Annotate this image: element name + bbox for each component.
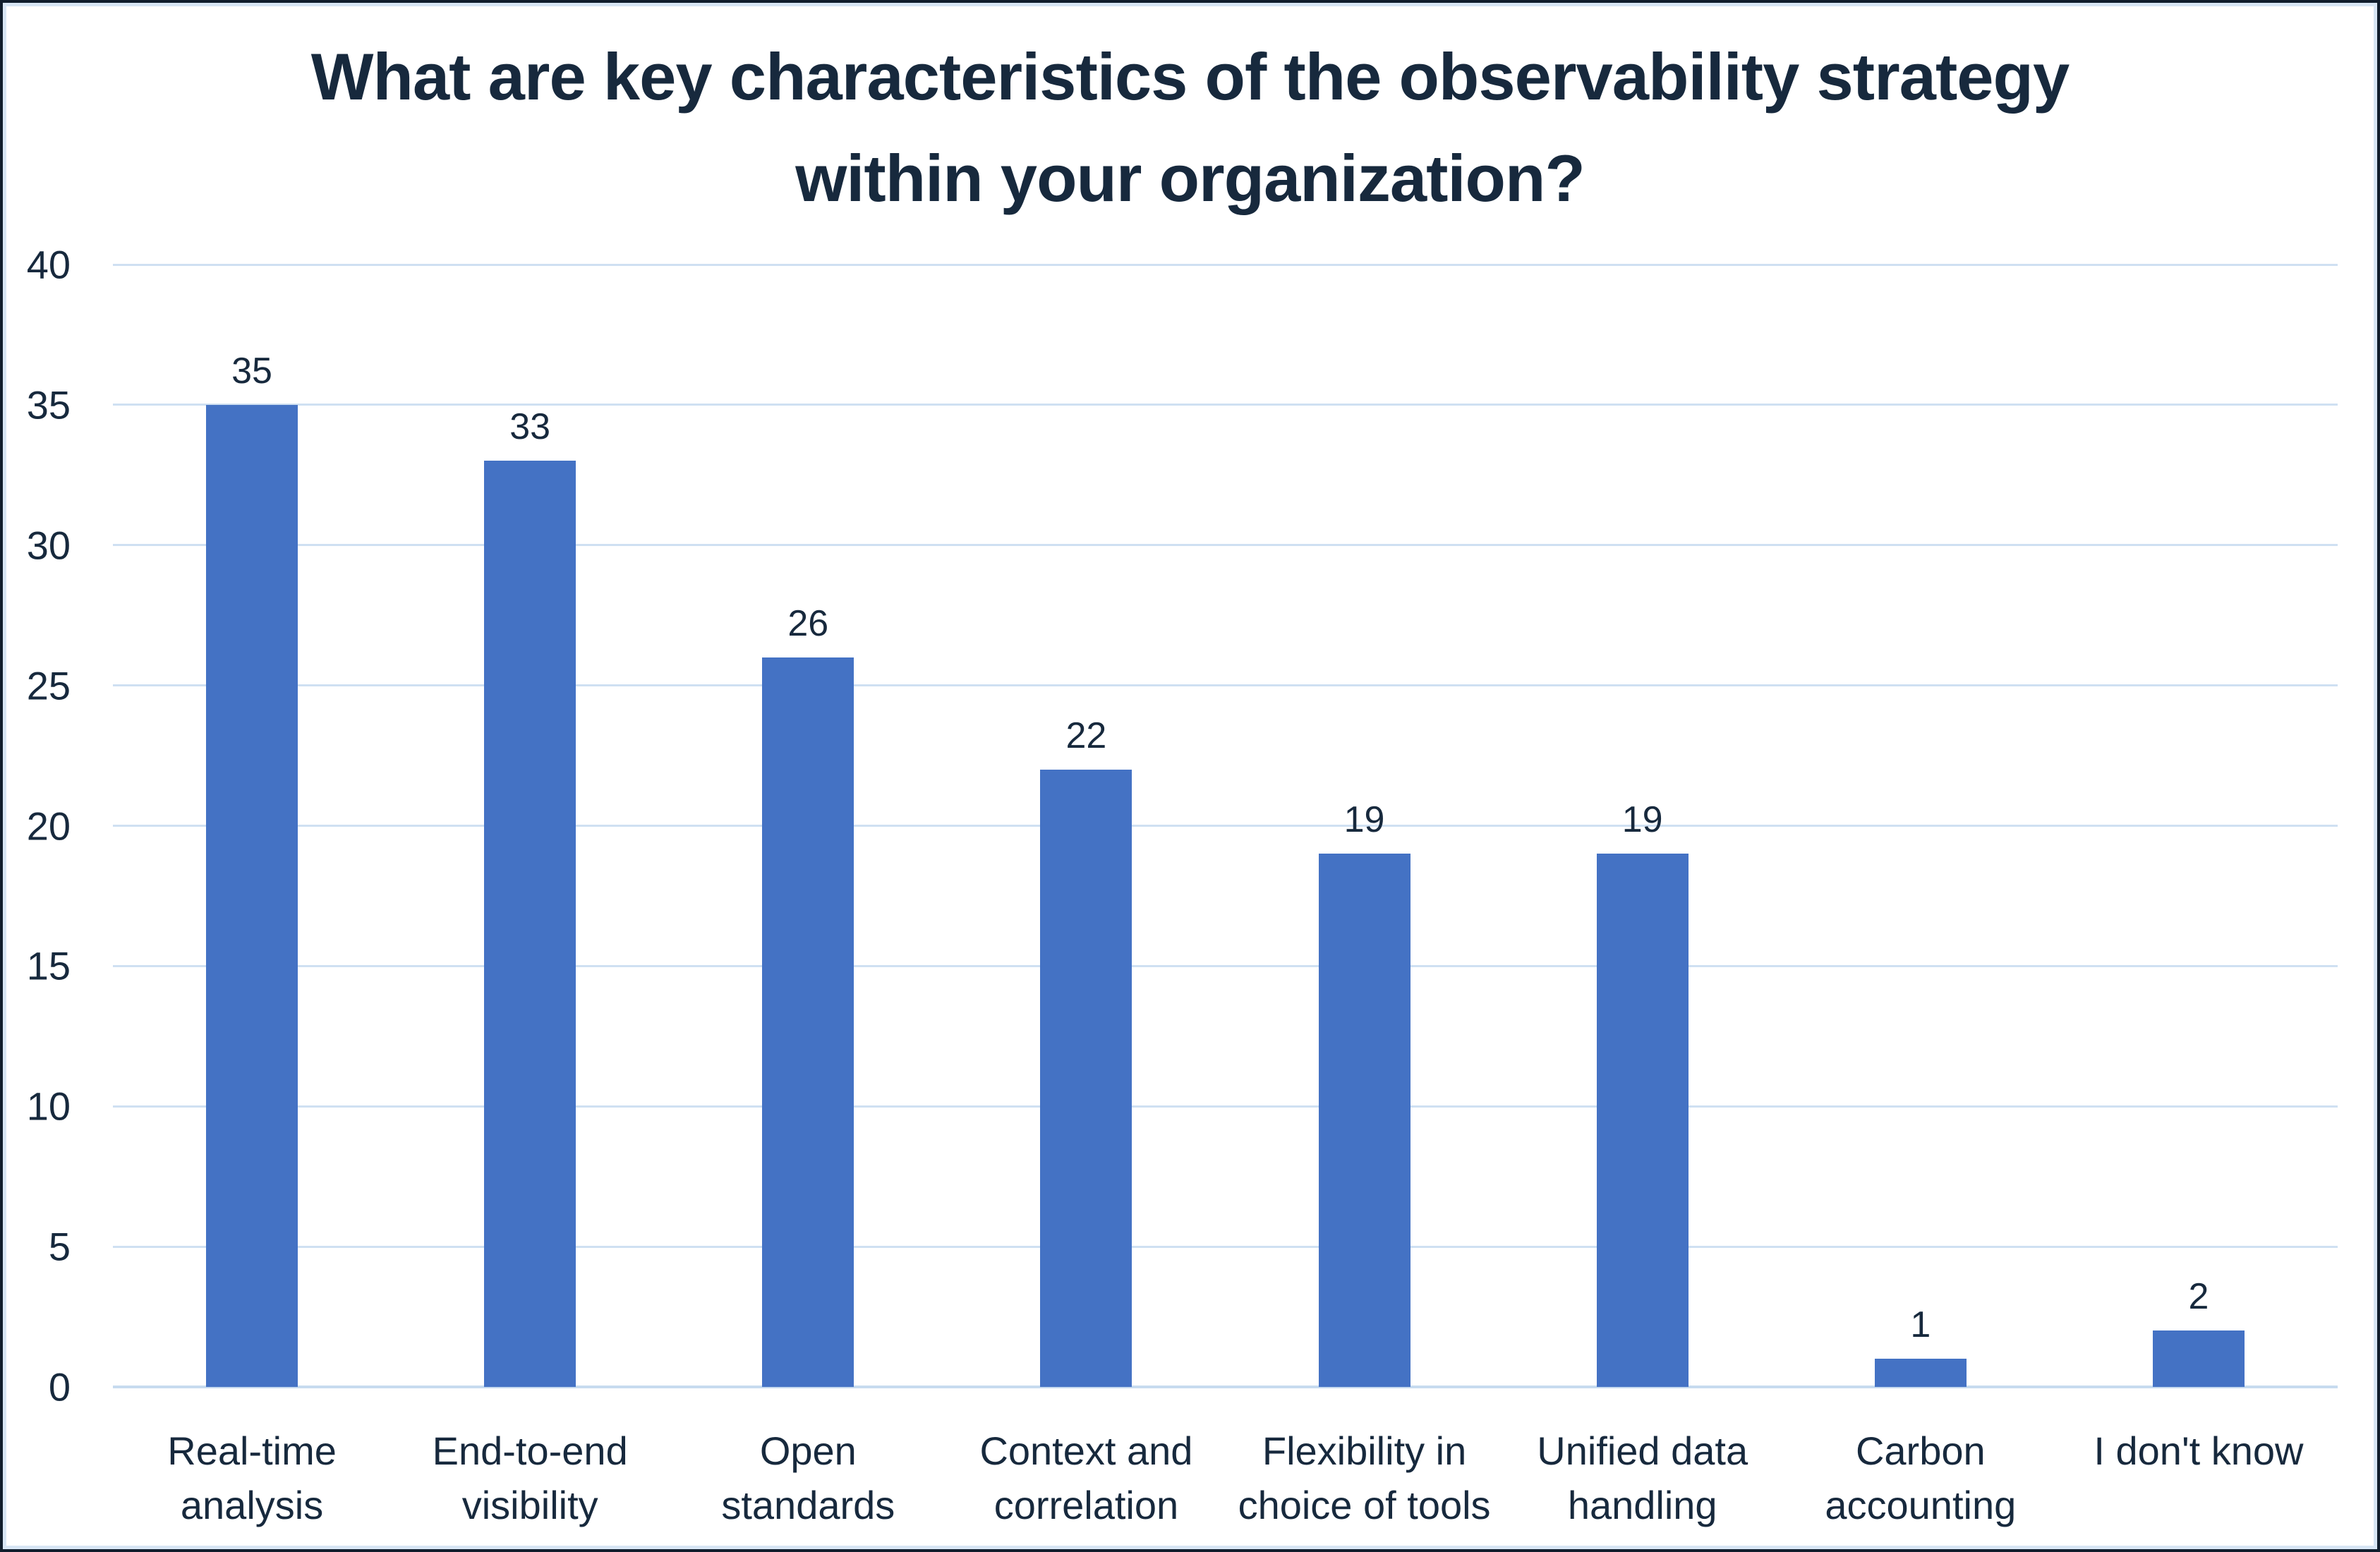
bar-value-label: 1 (1910, 1304, 1931, 1346)
bar (1040, 769, 1132, 1387)
chart-background: What are key characteristics of the obse… (3, 3, 2377, 1549)
gridline (113, 964, 2338, 967)
gridline (113, 404, 2338, 406)
plot-area: 0 5 10 15 20 25 30 35 40 35 Real-time analysis 33 End… (27, 243, 2338, 1527)
gridline (113, 544, 2338, 547)
bar (484, 461, 576, 1387)
x-axis-category-label: Unified data handling (1495, 1424, 1790, 1532)
chart-title-line-2: within your organization? (795, 141, 1585, 215)
x-axis-category-label: Flexibility in choice of tools (1217, 1424, 1512, 1532)
y-axis-tick-label: 10 (26, 1084, 71, 1129)
gridline (113, 825, 2338, 827)
bar (762, 657, 854, 1387)
x-axis-category-label-line: accounting (1825, 1483, 2017, 1527)
x-axis-category-label: Open standards (660, 1424, 955, 1532)
x-axis-category-label-line: End-to-end (432, 1429, 628, 1473)
x-axis-category-label-line: Carbon (1855, 1429, 1986, 1473)
bar (1596, 854, 1689, 1387)
x-axis-category-label-line: Context and (979, 1429, 1193, 1473)
bar-value-label: 35 (231, 350, 272, 392)
bar (1874, 1359, 1967, 1387)
y-axis-tick-label: 40 (26, 242, 71, 287)
y-axis-tick-label: 15 (26, 943, 71, 988)
x-axis-category-label: Real-time analysis (104, 1424, 399, 1532)
y-axis-tick-label: 25 (26, 663, 71, 708)
bar (206, 404, 298, 1387)
x-axis-category-label: Carbon accounting (1773, 1424, 2068, 1532)
x-axis-category-label: Context and correlation (938, 1424, 1233, 1532)
x-axis-baseline (113, 1386, 2338, 1388)
chart-title-line-1: What are key characteristics of the obse… (310, 40, 2070, 114)
gridline (113, 684, 2338, 687)
x-axis-category-label-line: Unified data (1537, 1429, 1748, 1473)
chart-title: What are key characteristics of the obse… (6, 26, 2374, 229)
x-axis-category-label-line: Open (759, 1429, 857, 1473)
x-axis-category-label: End-to-end visibility (382, 1424, 677, 1532)
x-axis-category-label-line: analysis (180, 1483, 324, 1527)
bar-value-label: 2 (2188, 1276, 2209, 1318)
y-axis-tick-label: 20 (26, 804, 71, 848)
x-axis-category-label-line: Flexibility in (1262, 1429, 1467, 1473)
y-axis-tick-label: 0 (48, 1364, 71, 1409)
bar-value-label: 19 (1343, 799, 1385, 841)
x-axis-category-label-line: standards (721, 1483, 895, 1527)
bar-value-label: 26 (787, 602, 829, 644)
bar-value-label: 33 (509, 406, 551, 448)
bar (1318, 854, 1411, 1387)
y-axis-tick-label: 30 (26, 523, 71, 568)
x-axis-category-label-line: choice of tools (1238, 1483, 1491, 1527)
bar-value-label: 19 (1621, 799, 1663, 841)
y-axis-tick-label: 35 (26, 382, 71, 428)
gridline (113, 1105, 2338, 1108)
bar (2152, 1330, 2245, 1387)
x-axis-category-label-line: handling (1567, 1483, 1717, 1527)
gridline (113, 1245, 2338, 1248)
x-axis-category-label: I don't know (2051, 1424, 2346, 1478)
gridline (113, 263, 2338, 266)
x-axis-category-label-line: correlation (993, 1483, 1179, 1527)
x-axis-category-label-line: Real-time (167, 1429, 337, 1473)
x-axis-category-label-line: I don't know (2094, 1429, 2304, 1473)
bar-value-label: 22 (1065, 715, 1107, 756)
y-axis-tick-label: 5 (48, 1224, 71, 1269)
x-axis-category-label-line: visibility (461, 1483, 598, 1527)
